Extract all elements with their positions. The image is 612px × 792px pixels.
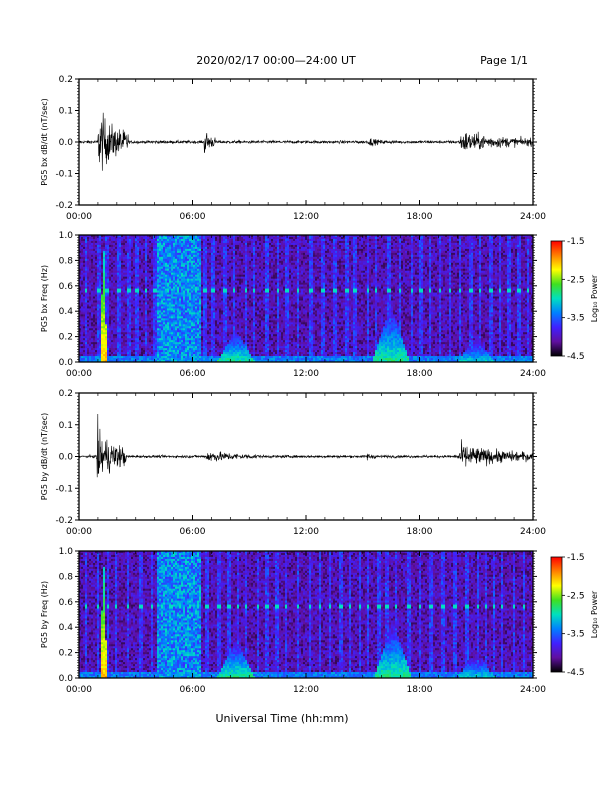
y-tick-label: 0.1 [59,107,73,117]
y-tick-label: -0.1 [55,170,73,180]
spectrogram-panel: 1.00.80.60.40.20.000:00 06:00 12:00 18:00 24… [40,231,599,379]
y-tick-label: 0.0 [59,138,74,148]
y-axis-label: PG5 bx dB/dt (nT/sec) [40,98,49,185]
x-tick-label: 18:00 [407,212,433,222]
x-tick-label: 06:00 [180,212,206,222]
x-tick-label: 24:00 [520,212,546,222]
panels: 0.2 0.1 0.0 -0.1 -0.200:00 06:00 12:00 18:00 24:… [40,75,599,695]
waveform-panel: 0.2 0.1 0.0 -0.1 -0.200:00 06:00 12:00 18:00 24:… [40,75,546,222]
page-indicator: Page 1/1 [480,54,528,67]
y-tick-label: 0.2 [59,75,73,85]
x-tick-label: 00:00 [66,212,92,222]
series-line [79,113,533,171]
y-tick-label: -0.2 [55,201,73,211]
figure-title: 2020/02/17 00:00—24:00 UT [196,54,356,67]
x-tick-label: 12:00 [293,212,319,222]
